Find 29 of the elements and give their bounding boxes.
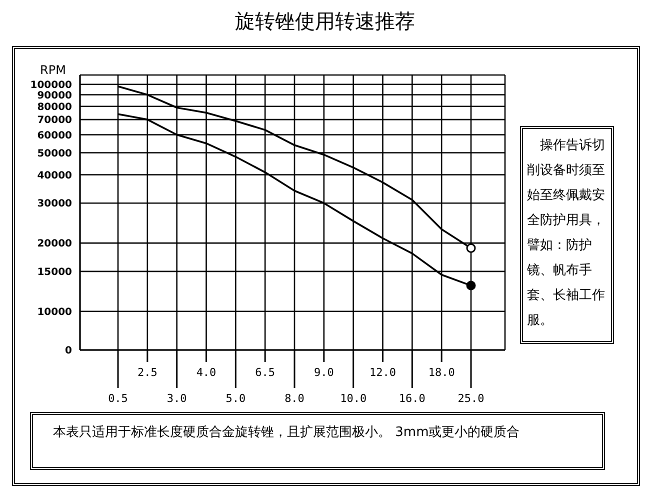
x-tick-label: 25.0 [458, 392, 484, 405]
y-axis-title: RPM [40, 63, 66, 77]
y-tick-label: 60000 [37, 130, 72, 142]
x-tick-label: 5.0 [226, 392, 246, 405]
x-tick-label: 0.5 [108, 392, 128, 405]
y-tick-label: 40000 [37, 170, 72, 182]
y-tick-label: 20000 [37, 238, 72, 250]
chart-title: 旋转锉使用转速推荐 [234, 8, 416, 35]
x-tick-label: 4.0 [196, 366, 216, 379]
x-tick-label: 10.0 [340, 392, 367, 405]
y-tick-label: 10000 [37, 306, 72, 318]
x-tick-label: 12.0 [370, 366, 396, 379]
x-tick-label: 8.0 [284, 392, 304, 405]
y-tick-label: 100000 [30, 80, 72, 91]
x-tick-label: 3.0 [166, 392, 187, 405]
text: 本表只适用于标准长度硬质合金旋转锉，且扩展范围极小。 3mm或更小的硬质合 [30, 412, 605, 470]
y-tick-label: 15000 [37, 266, 72, 278]
x-tick-label: 6.5 [255, 366, 276, 379]
x-tick-label: 18.0 [428, 366, 455, 379]
y-tick-label: 50000 [37, 148, 72, 160]
x-tick-label: 2.5 [137, 366, 158, 379]
y-tick-label: 80000 [37, 102, 72, 113]
y-tick-label: 70000 [37, 115, 72, 126]
y-tick-label: 90000 [37, 90, 72, 102]
x-tick-label: 9.0 [314, 366, 334, 379]
x-tick-label: 16.0 [398, 392, 426, 405]
note-box: 操作告诉切削设备时须至始至终佩戴安全防护用具，譬如：防护镜、帆布手套、长袖工作服。 [520, 126, 614, 344]
y-tick-label: 30000 [37, 198, 72, 210]
y-tick-label: 0 [65, 346, 72, 357]
